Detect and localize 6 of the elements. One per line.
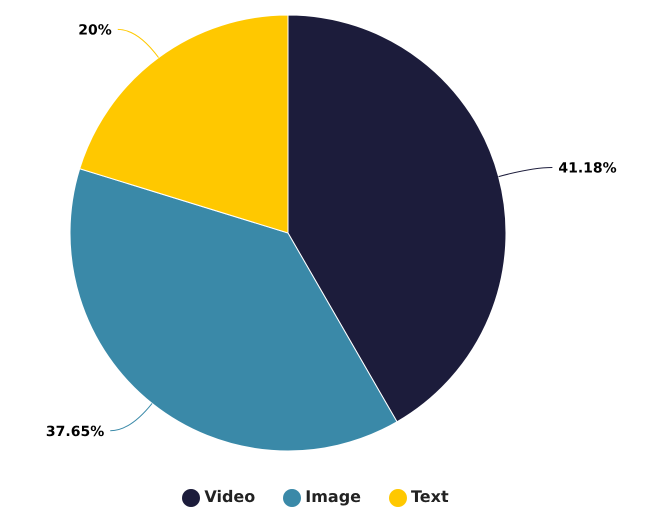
data-label: 20% (78, 22, 112, 38)
data-label: 41.18% (558, 160, 617, 177)
data-label: 37.65% (46, 424, 104, 440)
legend-label: Text (411, 486, 449, 506)
legend-label: Image (305, 486, 361, 506)
legend-label: Video (204, 486, 256, 506)
